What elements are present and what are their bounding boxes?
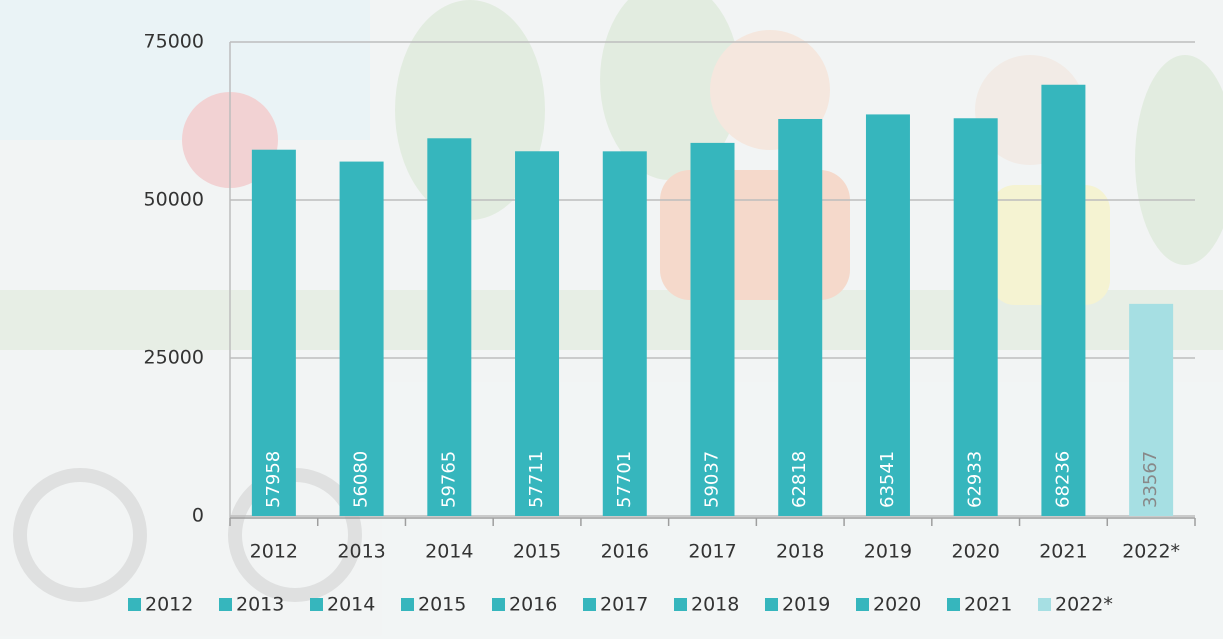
legend-swatch <box>492 598 505 611</box>
x-tick-label: 2022* <box>1122 541 1180 563</box>
bar <box>1041 84 1086 517</box>
legend-label: 2013 <box>236 594 284 616</box>
value-label: 57958 <box>263 451 284 508</box>
legend-swatch <box>128 598 141 611</box>
legend-swatch <box>583 598 596 611</box>
value-label: 62818 <box>789 451 810 508</box>
bar <box>865 114 910 516</box>
value-label: 57711 <box>526 451 547 508</box>
legend-label: 2022* <box>1055 594 1113 616</box>
x-tick-label: 2017 <box>688 541 736 563</box>
legend-label: 2021 <box>964 594 1012 616</box>
x-tick-label: 2015 <box>513 541 561 563</box>
value-label: 63541 <box>877 451 898 508</box>
x-tick-label: 2021 <box>1039 541 1087 563</box>
y-tick-label: 0 <box>192 505 204 527</box>
value-label: 68236 <box>1052 451 1073 508</box>
bar <box>778 118 823 517</box>
legend-label: 2012 <box>145 594 193 616</box>
bar <box>690 142 735 516</box>
value-label: 59765 <box>438 451 459 508</box>
value-label: 62933 <box>965 451 986 508</box>
bar <box>251 149 296 516</box>
legend-swatch <box>1038 598 1051 611</box>
legend-swatch <box>310 598 323 611</box>
bar <box>339 161 384 516</box>
legend-swatch <box>219 598 232 611</box>
bar <box>1129 303 1174 516</box>
x-tick-label: 2013 <box>337 541 385 563</box>
legend-label: 2020 <box>873 594 921 616</box>
value-label: 33567 <box>1140 451 1161 508</box>
legend-swatch <box>947 598 960 611</box>
y-tick-label: 25000 <box>144 347 204 369</box>
legend-label: 2014 <box>327 594 375 616</box>
y-tick-label: 75000 <box>144 31 204 53</box>
legend-swatch <box>401 598 414 611</box>
bar <box>953 118 998 517</box>
legend-swatch <box>856 598 869 611</box>
value-label: 56080 <box>351 451 372 508</box>
x-tick-label: 2016 <box>601 541 649 563</box>
legend-swatch <box>674 598 687 611</box>
value-label: 59037 <box>702 451 723 508</box>
legend-label: 2019 <box>782 594 830 616</box>
legend-swatch <box>765 598 778 611</box>
value-label: 57701 <box>614 451 635 508</box>
legend-label: 2015 <box>418 594 466 616</box>
x-tick-label: 2014 <box>425 541 473 563</box>
bar <box>602 151 647 516</box>
x-tick-label: 2018 <box>776 541 824 563</box>
legend-label: 2016 <box>509 594 557 616</box>
y-tick-label: 50000 <box>144 189 204 211</box>
legend-label: 2017 <box>600 594 648 616</box>
x-tick-label: 2012 <box>250 541 298 563</box>
bar <box>427 138 472 516</box>
x-tick-label: 2020 <box>952 541 1000 563</box>
x-tick-label: 2019 <box>864 541 912 563</box>
legend-label: 2018 <box>691 594 739 616</box>
bar <box>515 151 560 516</box>
